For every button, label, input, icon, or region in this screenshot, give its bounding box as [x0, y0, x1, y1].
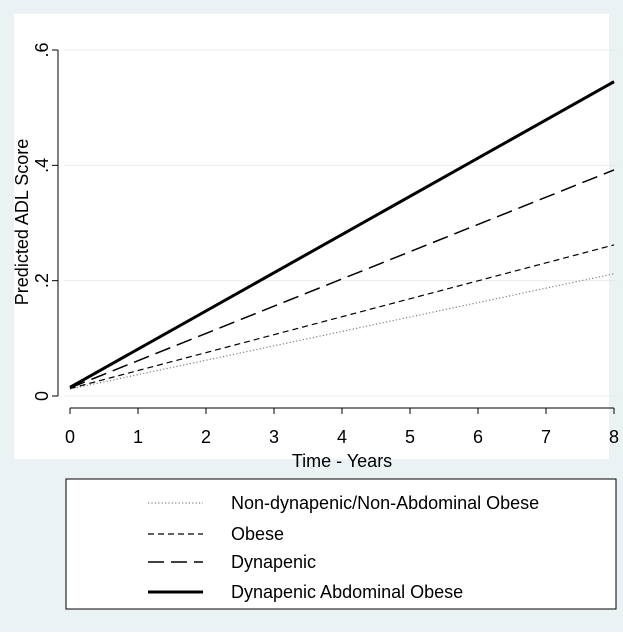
y-tick-label-1: .2 [32, 273, 52, 288]
series-line-4 [69, 80, 615, 389]
plot-region [14, 14, 609, 459]
x-tick-label-8: 8 [609, 427, 619, 447]
y-axis-label: Predicted ADL Score [12, 139, 32, 305]
legend-label-3: Dynapenic [231, 552, 316, 572]
x-tick-label-6: 6 [473, 427, 483, 447]
legend: Non-dynapenic/Non-Abdominal Obese Obese Dy… [65, 478, 617, 610]
y-tick-label-3: .6 [32, 42, 52, 57]
series-lines [69, 80, 615, 390]
x-tick-label-3: 3 [269, 427, 279, 447]
x-tick-label-0: 0 [65, 427, 75, 447]
legend-label-1: Non-dynapenic/Non-Abdominal Obese [231, 493, 539, 513]
series-line-2 [69, 244, 615, 390]
axes: 0 .2 .4 .6 0 1 2 3 4 5 6 7 8 [32, 42, 619, 447]
legend-label-2: Obese [231, 524, 284, 544]
x-tick-label-2: 2 [201, 427, 211, 447]
legend-box [65, 478, 617, 610]
x-tick-label-1: 1 [133, 427, 143, 447]
series-line-1 [69, 273, 615, 390]
y-tick-label-0: 0 [32, 391, 52, 401]
x-tick-label-4: 4 [337, 427, 347, 447]
y-tick-label-2: .4 [32, 158, 52, 173]
grid [64, 49, 618, 397]
series-line-3 [69, 169, 615, 389]
x-tick-label-5: 5 [405, 427, 415, 447]
x-axis-label: Time - Years [292, 451, 392, 471]
legend-label-4: Dynapenic Abdominal Obese [231, 582, 463, 602]
x-tick-label-7: 7 [541, 427, 551, 447]
